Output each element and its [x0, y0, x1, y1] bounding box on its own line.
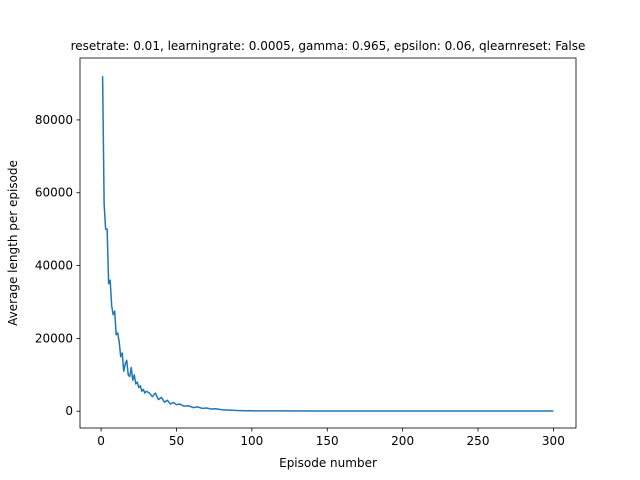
plot-frame	[79, 57, 577, 429]
x-tick-label: 250	[467, 434, 490, 448]
x-tick-label: 150	[316, 434, 339, 448]
x-tick-label: 300	[542, 434, 565, 448]
series-line	[101, 76, 554, 412]
x-axis-label: Episode number	[279, 456, 377, 470]
y-tick-label: 20000	[35, 331, 73, 345]
y-axis-ticks: 0 20000 40000 60000 80000	[35, 113, 80, 418]
y-tick-label: 40000	[35, 259, 73, 273]
plot-area	[80, 58, 576, 428]
x-axis-ticks: 0 50 100 150 200 250 300	[97, 428, 565, 448]
x-tick-label: 50	[169, 434, 184, 448]
y-tick-label: 0	[65, 404, 73, 418]
chart-title: resetrate: 0.01, learningrate: 0.0005, g…	[71, 39, 586, 53]
y-tick-label: 80000	[35, 113, 73, 127]
x-tick-label: 0	[97, 434, 105, 448]
y-axis-label: Average length per episode	[6, 160, 20, 326]
y-tick-label: 60000	[35, 186, 73, 200]
x-tick-label: 100	[240, 434, 263, 448]
x-tick-label: 200	[391, 434, 414, 448]
